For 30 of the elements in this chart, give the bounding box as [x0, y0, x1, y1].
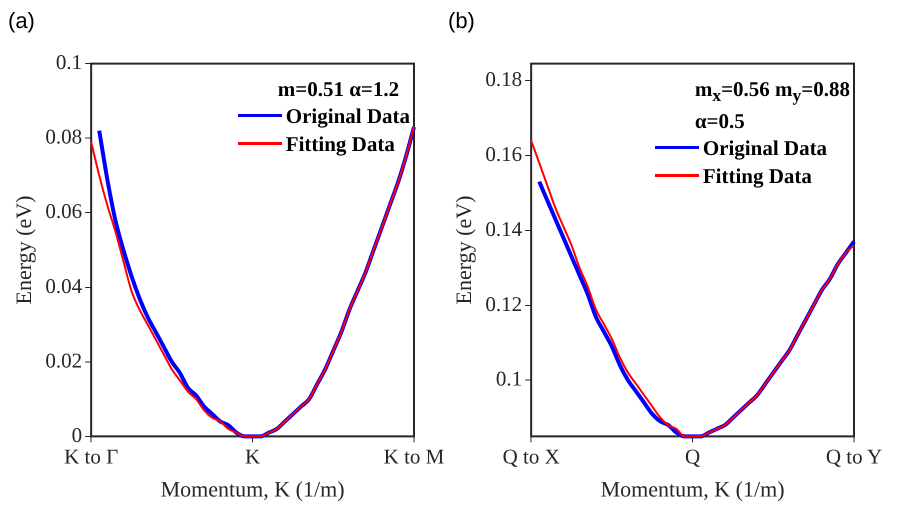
- y-tick-label: 0.06: [45, 199, 82, 224]
- x-tick-label: K: [244, 444, 260, 469]
- y-axis-title: Energy (eV): [450, 196, 476, 304]
- y-tick-label: 0.1: [56, 50, 82, 74]
- legend-label: Original Data: [286, 102, 410, 130]
- y-tick-label: 0.16: [485, 142, 522, 166]
- y-tick-label: 0: [72, 422, 82, 447]
- y-tick-label: 0.04: [45, 274, 83, 298]
- y-tick-label: 0.02: [45, 348, 82, 372]
- annotation: α=0.5: [694, 108, 746, 134]
- annotation: m=0.51 α=1.2: [276, 76, 400, 102]
- y-tick-label: 0.14: [485, 216, 523, 241]
- chart-title: (b): [448, 8, 475, 34]
- y-axis-title: Energy (eV): [10, 196, 36, 304]
- y-tick-label: 0.08: [45, 124, 82, 149]
- chart-title: (a): [8, 8, 35, 34]
- x-tick-label: Q: [684, 444, 700, 469]
- legend-label: Fitting Data: [286, 130, 395, 158]
- x-tick-label: K to M: [384, 444, 445, 469]
- y-tick-label: 0.18: [485, 66, 522, 91]
- annotation: m$_{x}$=0.56 m$_{y}$=0.88: [694, 76, 850, 107]
- legend-label: Fitting Data: [702, 162, 812, 190]
- legend-label: Original Data: [702, 134, 828, 162]
- y-tick-label: 0.12: [485, 292, 522, 316]
- x-tick-label: Q to X: [502, 444, 560, 469]
- x-axis-title: Momentum, K (1/m): [160, 476, 345, 502]
- x-tick-label: K to Γ: [64, 444, 118, 469]
- y-tick-label: 0.1: [496, 366, 522, 391]
- x-axis-title: Momentum, K (1/m): [600, 476, 785, 502]
- x-tick-label: Q to Y: [826, 444, 882, 469]
